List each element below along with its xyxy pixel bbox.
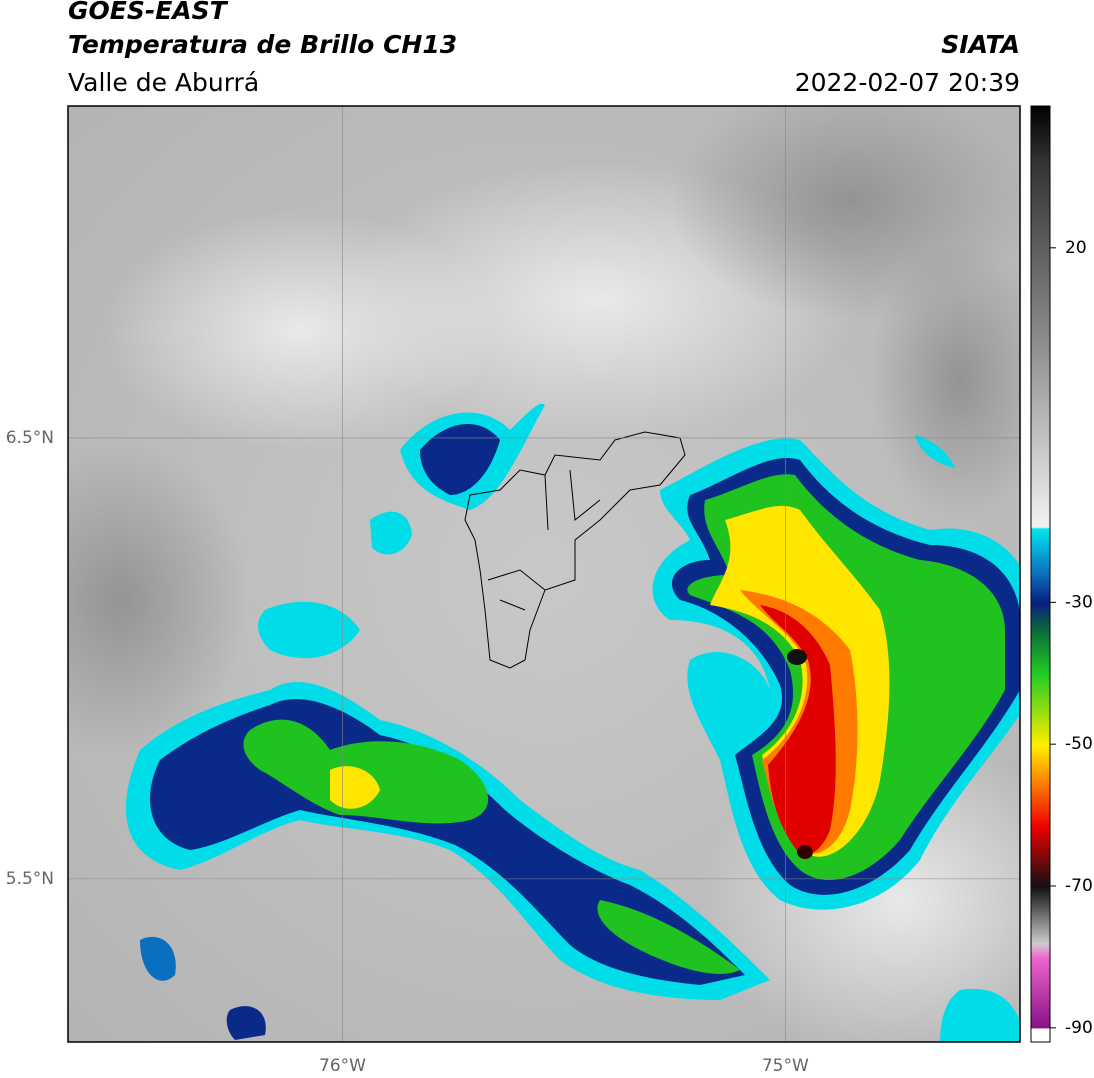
source: SIATA	[941, 30, 1020, 59]
colorbar-tick-label: -70	[1065, 876, 1093, 896]
colorbar	[1030, 105, 1051, 1043]
colorbar-tick-label: -30	[1065, 592, 1093, 612]
title: GOES-EAST	[68, 0, 229, 25]
colorbar-tick-label: 20	[1065, 238, 1087, 258]
y-tick-label: 6.5°N	[6, 428, 54, 448]
colorbar-tick-label: -50	[1065, 734, 1093, 754]
satellite-image	[68, 106, 1020, 1042]
graticule	[68, 106, 1020, 1042]
subtitle: Temperatura de Brillo CH13	[68, 30, 457, 59]
datetime: 2022-02-07 20:39	[795, 68, 1020, 97]
x-tick-label: 75°W	[762, 1056, 809, 1076]
y-tick-label: 5.5°N	[6, 869, 54, 889]
region: Valle de Aburrá	[68, 68, 259, 97]
colorbar-tick-label: -90	[1065, 1018, 1093, 1038]
x-tick-label: 76°W	[319, 1056, 366, 1076]
map-frame	[67, 105, 1021, 1043]
